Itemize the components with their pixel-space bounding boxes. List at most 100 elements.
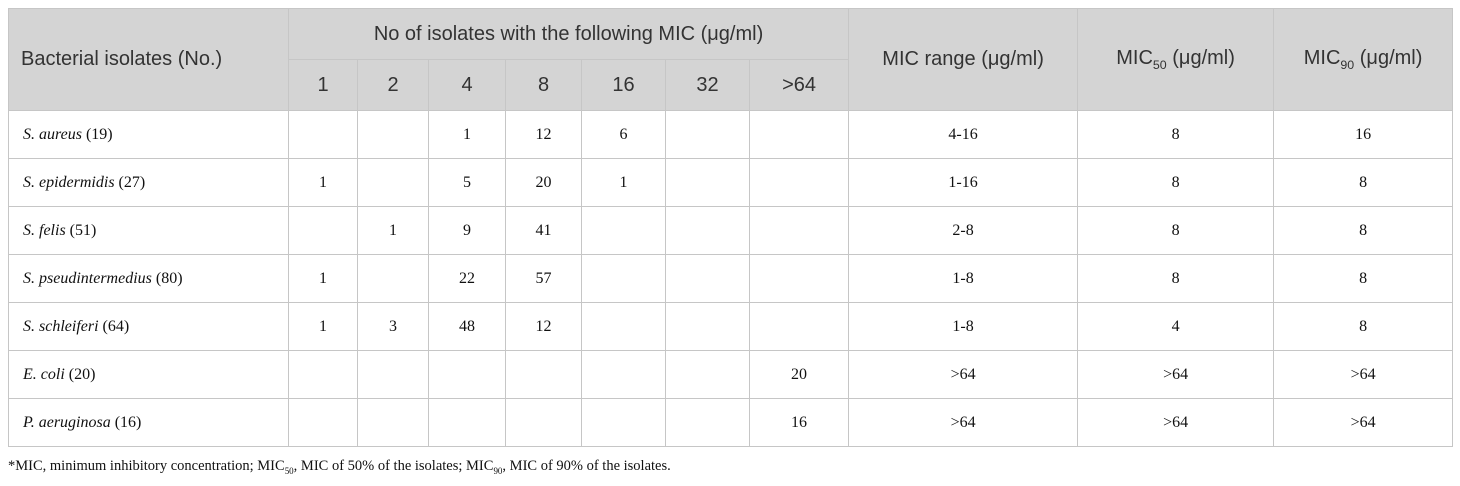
count-cell: 1 [288, 158, 358, 207]
count-cell: 9 [428, 206, 506, 255]
value-cell: 4-16 [848, 110, 1079, 159]
cell-value: >64 [1350, 365, 1376, 383]
species-name: S. schleiferi [23, 317, 99, 335]
count-cell [665, 398, 750, 447]
table-row: S. felis (51) 1 9 41 2-8 8 8 [8, 206, 1454, 255]
value-cell: 8 [1273, 206, 1454, 255]
header-sub: 50 [1152, 58, 1167, 72]
species-name: S. aureus [23, 125, 82, 143]
table-wrap: Bacterial isolates (No.) No of isolates … [8, 8, 1454, 447]
header-text: MIC [1116, 47, 1153, 69]
row-label: E. coli (20) [8, 350, 289, 399]
cell-value: >64 [1350, 413, 1376, 431]
value-cell: 1-8 [848, 254, 1079, 303]
count-cell [428, 350, 506, 399]
count-cell [505, 350, 582, 399]
count-cell [665, 254, 750, 303]
cell-value: 4 [1171, 317, 1180, 335]
cell-value: 8 [1171, 221, 1180, 239]
value-cell: 4 [1077, 302, 1275, 351]
count-cell: 57 [505, 254, 582, 303]
header-cell: 1 [288, 59, 358, 111]
cell-value: 8 [1359, 221, 1368, 239]
count-cell: 1 [357, 206, 429, 255]
count-cell: 16 [748, 398, 850, 447]
count-cell: 48 [428, 302, 506, 351]
mic-table: Bacterial isolates (No.) No of isolates … [8, 8, 1454, 447]
count-cell [357, 398, 429, 447]
count-cell [665, 206, 750, 255]
count-cell [748, 254, 850, 303]
count-cell: 20 [748, 350, 850, 399]
table-row: P. aeruginosa (16) 16 >64 >64 >64 [8, 398, 1454, 447]
count-cell [581, 302, 666, 351]
species-name: S. felis [23, 221, 66, 239]
count-cell [581, 350, 666, 399]
value-cell: >64 [848, 398, 1079, 447]
cell-value: 1-8 [952, 317, 974, 335]
count-cell: 12 [505, 302, 582, 351]
count-cell: 1 [581, 158, 666, 207]
count-cell [505, 398, 582, 447]
cell-value: 1 [319, 173, 327, 191]
cell-value: >64 [950, 365, 976, 383]
count-cell [581, 206, 666, 255]
value-cell: >64 [848, 350, 1079, 399]
count-cell: 1 [288, 254, 358, 303]
cell-value: 8 [1359, 269, 1368, 287]
footnote-sub: 90 [493, 465, 503, 476]
count-cell [748, 302, 850, 351]
table-header: Bacterial isolates (No.) No of isolates … [8, 8, 1454, 111]
cell-value: 1 [319, 317, 327, 335]
cell-value: 1-16 [948, 173, 978, 191]
cell-value: 12 [535, 125, 552, 143]
footnote: *MIC, minimum inhibitory concentration; … [8, 458, 671, 476]
cell-value: 57 [535, 269, 552, 287]
count-cell [581, 398, 666, 447]
value-cell: >64 [1273, 350, 1454, 399]
count-cell: 22 [428, 254, 506, 303]
cell-value: 8 [1171, 125, 1180, 143]
value-cell: 8 [1077, 110, 1275, 159]
cell-value: 12 [535, 317, 552, 335]
species-name: P. aeruginosa [23, 413, 111, 431]
row-label: S. pseudintermedius (80) [8, 254, 289, 303]
value-cell: 8 [1077, 158, 1275, 207]
species-name: E. coli [23, 365, 65, 383]
footnote-text: , MIC of 90% of the isolates. [502, 458, 671, 474]
footnote-text: *MIC, minimum inhibitory concentration; … [8, 458, 285, 474]
count-cell [665, 110, 750, 159]
header-unit: (μg/ml) [1172, 47, 1235, 69]
header-cell: 2 [357, 59, 429, 111]
value-cell: 2-8 [848, 206, 1079, 255]
count-cell: 1 [428, 110, 506, 159]
cell-value: 1-8 [952, 269, 974, 287]
count-cell: 41 [505, 206, 582, 255]
value-cell: 8 [1077, 206, 1275, 255]
row-label: S. felis (51) [8, 206, 289, 255]
species-name: S. epidermidis [23, 173, 115, 191]
cell-value: 2-8 [952, 221, 974, 239]
value-cell: 8 [1273, 254, 1454, 303]
header-cell: MIC50 (μg/ml) [1077, 8, 1275, 111]
count-cell [581, 254, 666, 303]
count-cell: 12 [505, 110, 582, 159]
isolate-count: (64) [102, 317, 130, 335]
value-cell: >64 [1273, 398, 1454, 447]
count-cell [357, 158, 429, 207]
table-row: S. aureus (19) 1 12 6 4-16 8 16 [8, 110, 1454, 159]
header-cell: >64 [748, 59, 850, 111]
cell-value: 9 [463, 221, 471, 239]
count-cell [288, 398, 358, 447]
isolate-count: (20) [68, 365, 96, 383]
count-cell: 20 [505, 158, 582, 207]
row-label: S. epidermidis (27) [8, 158, 289, 207]
species-name: S. pseudintermedius [23, 269, 152, 287]
isolate-count: (19) [85, 125, 113, 143]
count-cell [428, 398, 506, 447]
cell-value: 22 [459, 269, 475, 287]
cell-value: 16 [1355, 125, 1372, 143]
row-label: S. aureus (19) [8, 110, 289, 159]
cell-value: 1 [319, 269, 327, 287]
